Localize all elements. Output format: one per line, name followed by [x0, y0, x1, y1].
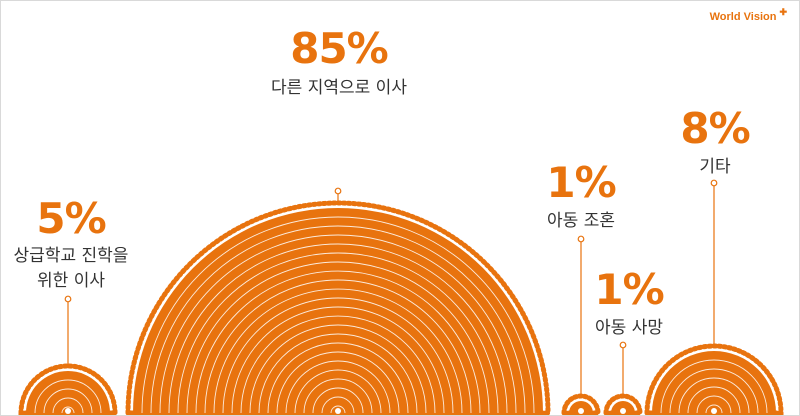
percent-label-2: 85%: [290, 24, 389, 73]
category-name-1-line-2: 위한 이사: [37, 270, 105, 291]
leader-line-1: [64, 295, 72, 365]
category-label-1: 5% 상급학교 진학을 위한 이사: [1, 194, 146, 293]
semicircle-5: [644, 343, 784, 415]
world-vision-logo: World Vision ✚: [709, 7, 787, 24]
category-label-2: 85% 다른 지역으로 이사: [239, 28, 439, 101]
percent-label-3: 1%: [546, 158, 616, 207]
percent-label-1: 5%: [36, 194, 106, 243]
leader-line-4: [619, 341, 627, 395]
percent-label-4: 1%: [594, 265, 664, 314]
category-name-1-line-1: 상급학교 진학을: [13, 246, 129, 266]
category-label-4: 1% 아동 사망: [569, 269, 689, 341]
logo-text: World Vision: [709, 11, 777, 23]
category-name-2: 다른 지역으로 이사: [271, 78, 407, 98]
semicircle-2: [125, 200, 551, 415]
category-name-3: 아동 조혼: [547, 211, 615, 231]
percent-label-5: 8%: [680, 104, 750, 153]
semicircle-3: [561, 393, 601, 415]
leader-line-5: [710, 179, 718, 345]
semicircle-4: [603, 393, 643, 415]
category-name-4: 아동 사망: [595, 318, 663, 338]
category-name-5: 기타: [699, 157, 731, 177]
category-label-5: 8% 기타: [665, 108, 765, 180]
semicircle-1: [18, 363, 118, 415]
leader-line-3: [577, 235, 585, 395]
category-label-3: 1% 아동 조혼: [521, 162, 641, 234]
leader-line-2: [334, 187, 342, 202]
logo-cross-icon: ✚: [779, 6, 787, 17]
